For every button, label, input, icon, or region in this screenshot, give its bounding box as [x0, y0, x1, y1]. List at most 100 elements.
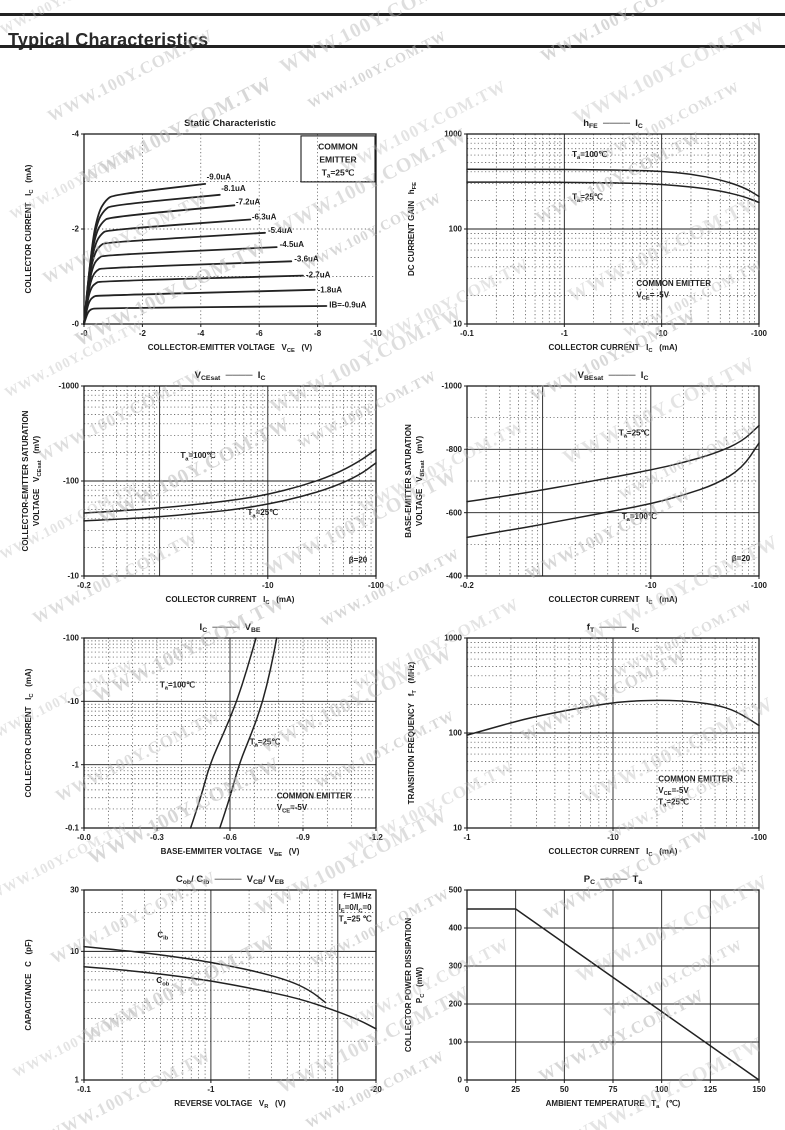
series-IB=-1.8uA [83, 288, 316, 325]
legend-box [300, 135, 376, 183]
x-tick-label: -0.1 [77, 1085, 91, 1094]
x-axis-title: COLLECTOR-EMITTER VOLTAGE VCE (V) [148, 343, 313, 354]
annotation-text: β=20 [349, 556, 368, 565]
annotation-text: β=20 [732, 554, 751, 563]
ticks-static: -0 -2 -4 -6 -8 -10 -0 -2 -4 [72, 130, 382, 338]
chart-title: hFE ──── IC [583, 118, 643, 130]
series-Cob [83, 965, 377, 1030]
y-tick-label: 1000 [444, 130, 462, 139]
x-tick-label: -10 [645, 581, 657, 590]
chart-svg-pc: 0 25 50 75 100 125 150 0 100 200 300 400 500 PC ──── … [404, 874, 767, 1110]
series-Ta=100C [466, 442, 760, 539]
x-axis-title: COLLECTOR CURRENT IC (mA) [549, 595, 678, 606]
y-tick-label: -800 [446, 445, 463, 454]
grid-hfe [467, 134, 759, 324]
annotation-text: -4.5uA [280, 240, 305, 249]
x-tick-label: 25 [511, 1085, 520, 1094]
x-tick-label: -0 [80, 329, 88, 338]
x-axis-title: BASE-EMMITER VOLTAGE VBE (V) [161, 847, 300, 858]
y-tick-label: 10 [453, 320, 462, 329]
annotation-text: -8.1uA [221, 184, 246, 193]
series-Ta=25C [83, 462, 377, 522]
y-axis-title: CAPACITANCE C (pF) [24, 939, 33, 1031]
chart-svg-hfe: -0.1 -1 -10 -100 10 100 1000 hFE ──── IC COLLECT… [407, 118, 768, 354]
series-Ta=100C [466, 168, 760, 198]
x-tick-label: -6 [256, 329, 264, 338]
annotation-text: -9.0uA [207, 173, 232, 182]
chart-vbesat-vs-ic: -0.2 -10 -100 -400 -600 -800 -1000 VBEsat ──── … [401, 364, 785, 616]
series-group-icvbe [189, 637, 278, 829]
y-tick-label: 300 [449, 962, 463, 971]
series-group-static [83, 183, 328, 325]
series-fT [466, 699, 760, 736]
x-tick-label: -0.3 [150, 833, 164, 842]
charts-grid: -0 -2 -4 -6 -8 -10 -0 -2 -4 Static Characteristic… [18, 112, 784, 1120]
y-tick-label: 0 [458, 1076, 463, 1085]
chart-svg-vbesat: -0.2 -10 -100 -400 -600 -800 -1000 VBEsat ──── … [404, 370, 768, 606]
chart-power-dissipation-vs-temperature: 0 25 50 75 100 125 150 0 100 200 300 400 500 PC ──── … [401, 868, 785, 1120]
x-tick-label: 0 [465, 1085, 470, 1094]
annotation-text: IB=-0.9uA [329, 301, 366, 310]
annotation-text: -7.2uA [236, 197, 261, 206]
annotation-text: COMMON EMITTER [277, 792, 352, 801]
ticks-pc: 0 25 50 75 100 125 150 0 100 200 300 400 500 [449, 886, 767, 1094]
x-tick-label: -0.1 [460, 329, 474, 338]
x-tick-label: -1.2 [369, 833, 383, 842]
x-tick-label: -100 [368, 581, 385, 590]
y-axis-title: COLLECTOR CURRENT IC (mA) [24, 668, 35, 797]
chart-title: Cob/ Cib ──── VCB/ VEB [176, 874, 284, 886]
chart-vcesat-vs-ic: -0.2 -10 -100 -10 -100 -1000 VCEsat ──── IC COL… [18, 364, 410, 616]
series-Pc [466, 908, 760, 1081]
y-axis-title: DC CURRENT GAIN hFE [407, 182, 418, 276]
x-tick-label: -20 [370, 1085, 382, 1094]
y-axis-title: COLLECTOR POWER DISSIPATION [404, 918, 413, 1052]
header-rule-top [0, 13, 785, 16]
y-tick-label: -10 [67, 572, 79, 581]
x-tick-label: -1 [463, 833, 471, 842]
y-tick-label: -100 [63, 634, 80, 643]
ticks-ft: -1 -10 -100 10 100 1000 [444, 634, 767, 842]
annotation-text: Ta=25 ℃ [339, 915, 372, 926]
grid-ft [467, 638, 759, 828]
x-tick-label: -100 [751, 329, 768, 338]
y-tick-label: 100 [449, 1038, 463, 1047]
annotation-text: Ta=25℃ [572, 193, 603, 204]
series-IB=-8.1uA [83, 193, 221, 325]
y-tick-label: 30 [70, 886, 79, 895]
x-tick-label: -10 [332, 1085, 344, 1094]
y-tick-label: -4 [72, 130, 80, 139]
legend-text: Ta=25℃ [322, 167, 355, 179]
x-tick-label: -10 [370, 329, 382, 338]
series-Ta=25C [466, 424, 760, 503]
grid-pc [467, 890, 759, 1080]
chart-svg-icvbe: -0.0 -0.3 -0.6 -0.9 -1.2 -0.1 -1 -10 -100 IC ────… [24, 622, 383, 858]
y-tick-label: 100 [449, 729, 463, 738]
y-tick-label: -1000 [59, 382, 80, 391]
y-tick-label: -0 [72, 320, 80, 329]
y-axis-title: VOLTAGE VCEsat (mV) [32, 436, 43, 527]
series-group-cap [83, 945, 377, 1030]
annotation-text: Cob [156, 976, 169, 987]
x-tick-label: -0.2 [460, 581, 474, 590]
x-axis-title: COLLECTOR CURRENT IC (mA) [166, 595, 295, 606]
grid-vcesat [84, 386, 376, 576]
chart-title: IC ──── VBE [200, 622, 261, 634]
chart-title: PC ──── Ta [584, 874, 643, 886]
chart-svg-static: -0 -2 -4 -6 -8 -10 -0 -2 -4 Static Characteristic… [24, 118, 382, 354]
series-IB=-0.9uA [83, 305, 328, 325]
x-tick-label: -0.2 [77, 581, 91, 590]
y-tick-label: 500 [449, 886, 463, 895]
y-tick-label: 10 [453, 824, 462, 833]
y-tick-label: 400 [449, 924, 463, 933]
plot-border [466, 385, 760, 577]
annotation-text: Ta=25℃ [250, 737, 281, 748]
annotation-text: VCE= -5V [636, 291, 669, 302]
y-tick-label: 100 [449, 225, 463, 234]
y-tick-label: 200 [449, 1000, 463, 1009]
annotation-text: COMMON EMITTER [636, 279, 711, 288]
annotation-text: Ta=25℃ [658, 797, 689, 808]
chart-hfe-vs-ic: -0.1 -1 -10 -100 10 100 1000 hFE ──── IC COLLECT… [401, 112, 785, 364]
ticks-vbesat: -0.2 -10 -100 -400 -600 -800 -1000 [442, 382, 768, 590]
